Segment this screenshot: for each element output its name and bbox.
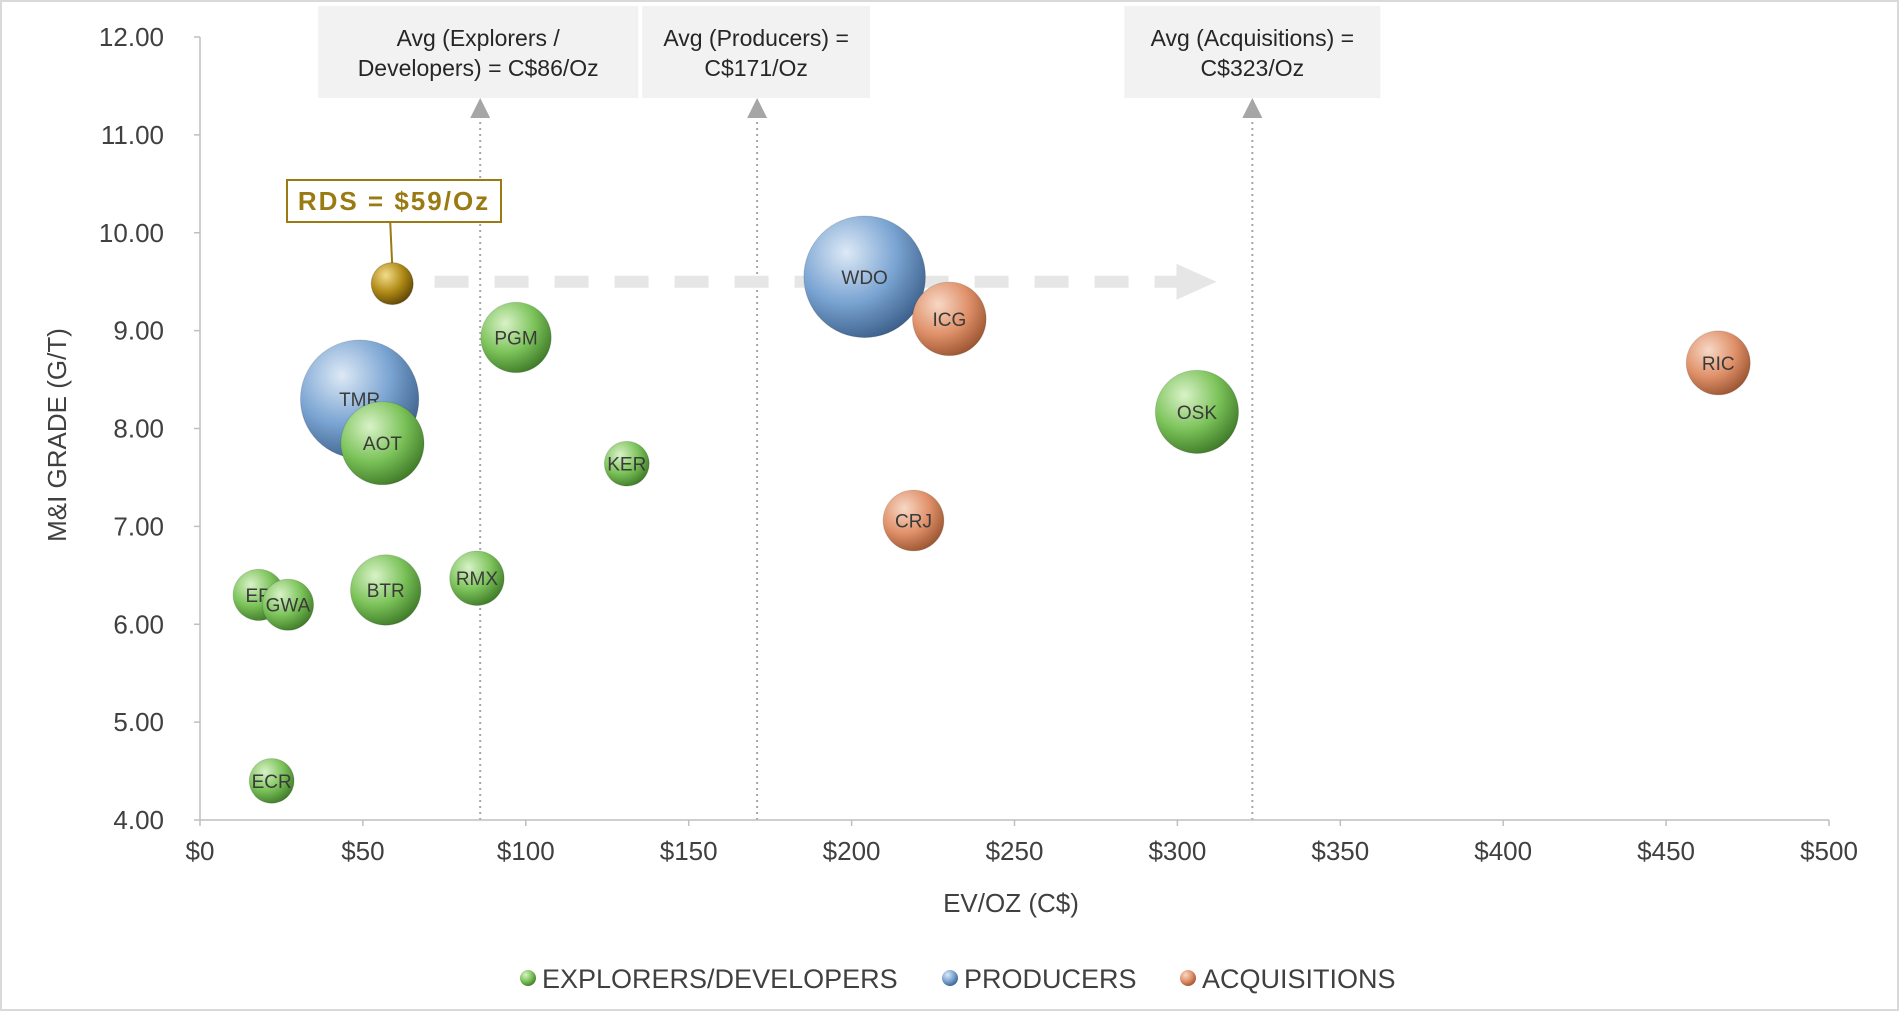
bubble-label: KER	[607, 455, 646, 476]
bubble-ker	[603, 440, 650, 487]
bubble-ecr	[248, 757, 295, 804]
legend-label: PRODUCERS	[964, 964, 1137, 994]
y-tick-label: 5.00	[113, 707, 164, 737]
reference-callout-box	[1124, 6, 1381, 98]
legend-marker	[520, 970, 536, 986]
x-tick-label: $400	[1474, 836, 1532, 866]
trend-arrow-head	[1176, 263, 1217, 300]
bubble-rmx	[449, 550, 505, 606]
x-axis-title: EV/OZ (C$)	[943, 888, 1079, 918]
y-axis-ticks: 4.00 5.00 6.00 7.00 8.00 9.00 10.00 11.00 12.00	[99, 22, 200, 835]
x-tick-label: $250	[986, 836, 1044, 866]
y-tick-label: 12.00	[99, 22, 164, 52]
bubble-icg	[912, 281, 987, 357]
y-tick-label: 11.00	[101, 120, 164, 150]
bubble-wdo	[803, 215, 926, 339]
y-tick-label: 9.00	[113, 316, 164, 346]
bubble-label: PGM	[494, 328, 537, 349]
bubble-label: WDO	[841, 268, 887, 289]
reference-callout-line1: Avg (Acquisitions) =	[1151, 25, 1354, 51]
bubble-osk	[1154, 369, 1240, 454]
reference-callout-line2: Developers) = C$86/Oz	[358, 55, 599, 81]
y-tick-label: 7.00	[113, 511, 164, 541]
legend-marker	[942, 970, 958, 986]
legend: EXPLORERS/DEVELOPERS PRODUCERS ACQUISITION…	[520, 964, 1396, 994]
rds-callout-leader	[389, 221, 394, 266]
reference-callout-box	[318, 6, 639, 98]
x-tick-label: $450	[1637, 836, 1695, 866]
bubble-label: RMX	[456, 569, 499, 590]
reference-callout-line2: C$323/Oz	[1201, 55, 1305, 81]
reference-callout-line1: Avg (Producers) =	[663, 25, 849, 51]
bubble-rds	[370, 262, 414, 306]
y-tick-label: 6.00	[113, 609, 164, 639]
y-tick-label: 4.00	[113, 805, 164, 835]
bubble-btr	[350, 554, 422, 626]
bubble-label: OSK	[1177, 403, 1217, 424]
reference-lines: Avg (Explorers / Developers) = C$86/Oz Avg…	[318, 6, 1381, 820]
x-tick-label: $50	[341, 836, 384, 866]
bubble-ric	[1685, 330, 1751, 396]
bubble-label: AOT	[363, 434, 402, 455]
x-tick-label: $0	[186, 836, 215, 866]
x-tick-label: $300	[1148, 836, 1206, 866]
bubble-label: GWA	[266, 596, 311, 617]
x-tick-label: $150	[660, 836, 718, 866]
rds-highlight: RDS = $59/Oz	[286, 179, 502, 306]
bubble-pgm	[480, 301, 552, 374]
bubble-label: ICG	[932, 310, 966, 331]
bubble-crj	[882, 489, 945, 552]
y-axis-title: M&I GRADE (G/T)	[42, 328, 72, 542]
x-tick-label: $100	[497, 836, 555, 866]
bubble-label: CRJ	[895, 512, 932, 533]
reference-callout-box	[642, 6, 871, 98]
reference-callout-line2: C$171/Oz	[704, 55, 808, 81]
x-tick-label: $500	[1800, 836, 1858, 866]
x-tick-label: $350	[1311, 836, 1369, 866]
bubble-aot	[340, 401, 425, 486]
legend-label: EXPLORERS/DEVELOPERS	[542, 964, 898, 994]
y-tick-label: 10.00	[99, 218, 164, 248]
bubble-label: RIC	[1702, 354, 1735, 375]
bubbles: WDOTMRAOTOSKICGBTRPGMRICCRJRMXERGWAECRKE…	[232, 215, 1751, 804]
rds-callout-box	[286, 179, 502, 223]
legend-label: ACQUISITIONS	[1202, 964, 1396, 994]
x-tick-label: $200	[823, 836, 881, 866]
bubble-gwa	[261, 578, 315, 631]
rds-callout-label: RDS = $59/Oz	[298, 186, 490, 216]
bubble-label: BTR	[367, 581, 405, 602]
legend-marker	[1180, 970, 1196, 986]
bubble-label: ECR	[252, 772, 292, 793]
y-tick-label: 8.00	[113, 414, 164, 444]
reference-callout-line1: Avg (Explorers /	[397, 25, 561, 51]
x-axis-ticks: $0 $50 $100 $150 $200 $250 $300 $350 $400 $450 $50…	[186, 820, 1858, 866]
